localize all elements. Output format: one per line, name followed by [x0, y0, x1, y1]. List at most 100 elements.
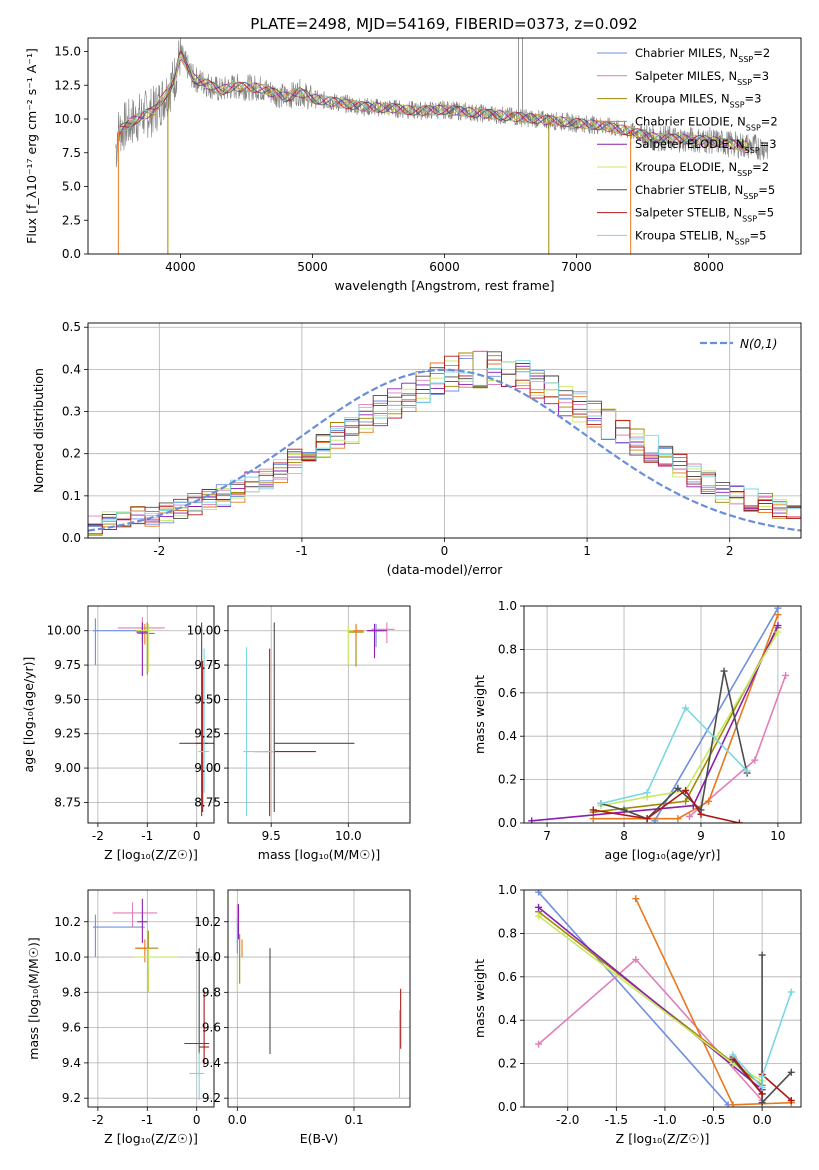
y-tick-label: 9.75: [54, 658, 81, 672]
y-tick-label: 10.00: [187, 624, 221, 638]
weight-line-salpeter_elodie: [538, 906, 763, 1091]
legend-label-salpeter_miles: Salpeter MILES, NSSP=3: [635, 69, 769, 87]
y-tick-label: 0.6: [498, 686, 517, 700]
weight-line-kroupa_stelib: [600, 706, 748, 805]
y-tick-label: 0.2: [498, 773, 517, 787]
y-tick-label: 12.5: [54, 78, 81, 92]
axes-frame: [523, 889, 802, 1108]
weight-line-chabrier_miles: [538, 891, 729, 1106]
weight-marker-salpeter_stelib: [697, 810, 705, 818]
x-tick-label: -1.0: [653, 1113, 676, 1127]
y-tick-label: 9.25: [194, 727, 221, 741]
weight-marker-salpeter_stelib: [589, 806, 597, 814]
x-axis-label: Z [log₁₀(Z/Z☉)]: [616, 1131, 710, 1146]
y-tick-label: 9.50: [54, 692, 81, 706]
plot-area: [243, 622, 395, 817]
y-tick-label: 10.2: [54, 915, 81, 929]
y-tick-label: 10.00: [47, 624, 81, 638]
weight-marker-chabrier_stelib: [758, 951, 766, 959]
axes-weight_vs_age: 7 8 9 10 0.0 0.2 0.4 0.6 0.8 1.0 age [log₁₀(age/yr…: [472, 599, 802, 862]
y-tick-label: 7.5: [62, 146, 81, 160]
y-axis-label: age [log₁₀(age/yr)]: [21, 657, 36, 773]
y-tick-label: 0.0: [62, 531, 81, 545]
x-tick-label: 8000: [693, 260, 724, 274]
y-tick-label: 0.4: [498, 729, 517, 743]
y-tick-label: 0.0: [62, 247, 81, 261]
weight-marker-kroupa_stelib: [597, 799, 605, 807]
weight-line-salpeter_miles: [538, 958, 763, 1102]
y-tick-label: 10.2: [194, 915, 221, 929]
weight-line-salpeter_elodie: [531, 625, 779, 822]
y-tick-label: 9.8: [202, 985, 221, 999]
gaussian-curve: [88, 368, 801, 532]
weight-marker-salpeter_stelib: [643, 815, 651, 823]
y-tick-label: 0.0: [498, 816, 517, 830]
plot-area: [535, 890, 795, 1107]
x-tick-label: 8: [620, 829, 628, 843]
weight-marker-salpeter_miles: [535, 1040, 543, 1048]
weight-marker-kroupa_stelib: [643, 789, 651, 797]
x-tick-label: -1: [141, 829, 153, 843]
x-tick-label: 0.0: [753, 1113, 772, 1127]
y-tick-label: 9.2: [202, 1091, 221, 1105]
x-axis-label: E(B-V): [300, 1131, 339, 1146]
axes-frame: [227, 889, 411, 1108]
x-tick-label: 5000: [297, 260, 328, 274]
x-tick-label: -1: [296, 544, 308, 558]
y-axis-label: mass weight: [472, 959, 487, 1038]
x-tick-label: 9: [697, 829, 705, 843]
x-tick-label: 1: [583, 544, 591, 558]
axes-spectrum: 4000 5000 6000 7000 8000 0.0 2.5 5.0 7.5 10.0 12.5…: [24, 37, 802, 293]
weight-marker-kroupa_elodie: [535, 912, 543, 920]
y-tick-label: 0.5: [62, 320, 81, 334]
weight-marker-kroupa_stelib: [758, 1073, 766, 1081]
y-tick-label: 10.0: [54, 112, 81, 126]
y-tick-label: 5.0: [62, 180, 81, 194]
weight-marker-kroupa_stelib: [729, 1051, 737, 1059]
y-tick-label: 9.2: [62, 1091, 81, 1105]
axes-frame: [87, 889, 215, 1108]
weight-line-kroupa_stelib: [732, 991, 793, 1090]
residual-histogram-salpeter_stelib: [88, 355, 801, 538]
y-tick-label: 8.75: [54, 795, 81, 809]
x-tick-label: 10.0: [335, 829, 362, 843]
weight-marker-salpeter_stelib: [758, 1090, 766, 1098]
axes-frame: [227, 605, 411, 824]
x-axis-label: Z [log₁₀(Z/Z☉)]: [104, 1131, 198, 1146]
weight-marker-salpeter_miles: [632, 955, 640, 963]
weight-marker-kroupa_stelib: [787, 988, 795, 996]
plot-area: [528, 606, 790, 823]
legend-label-salpeter_stelib: Salpeter STELIB, NSSP=5: [635, 206, 774, 224]
y-tick-label: 10.0: [194, 950, 221, 964]
axes-weight_vs_z: -2.0 -1.5 -1.0 -0.5 0.0 0.0 0.2 0.4 0.6 0.8 1.0 Z […: [472, 883, 802, 1146]
y-tick-label: 15.0: [54, 45, 81, 59]
weight-marker-salpeter_elodie: [535, 903, 543, 911]
x-tick-label: -1.5: [605, 1113, 628, 1127]
weight-marker-chabrier_miles: [535, 890, 543, 896]
y-axis-label: mass weight: [472, 675, 487, 754]
plot-area: [92, 616, 214, 817]
axes-frame: [523, 605, 802, 824]
axes-age_vs_mass: 9.5 10.0 8.75 9.00 9.25 9.50 9.75 10.00 mass [lo…: [187, 605, 411, 862]
weight-marker-chabrier_elodie: [729, 1101, 737, 1107]
axes-mass_vs_z: -2 -1 0 9.2 9.4 9.6 9.8 10.0 10.2 Z [log₁₀(Z/Z☉)]…: [26, 889, 215, 1146]
axes-residuals: -2 -1 0 1 2 0.0 0.1 0.2 0.3 0.4 0.5 (data-model)/er…: [31, 320, 802, 577]
x-tick-label: 0.0: [228, 1113, 247, 1127]
y-tick-label: 9.25: [54, 727, 81, 741]
y-axis-label: Normed distribution: [31, 368, 46, 493]
residual-histogram-kroupa_stelib: [88, 360, 801, 538]
y-tick-label: 1.0: [498, 883, 517, 897]
weight-marker-chabrier_stelib: [787, 1068, 795, 1076]
y-tick-label: 0.6: [498, 970, 517, 984]
weight-marker-chabrier_elodie: [705, 797, 713, 805]
x-axis-label: mass [log₁₀(M/M☉)]: [258, 847, 380, 862]
legend-label-kroupa_elodie: Kroupa ELODIE, NSSP=2: [635, 160, 769, 178]
plot-area: [236, 904, 402, 1099]
weight-marker-salpeter_miles: [685, 812, 693, 820]
legend-label-salpeter_elodie: Salpeter ELODIE, NSSP=3: [635, 137, 777, 155]
y-tick-label: 0.8: [498, 926, 517, 940]
weight-marker-chabrier_miles: [774, 606, 782, 612]
weight-marker-salpeter_elodie: [774, 622, 782, 630]
figure-title: PLATE=2498, MJD=54169, FIBERID=0373, z=0…: [250, 15, 637, 33]
